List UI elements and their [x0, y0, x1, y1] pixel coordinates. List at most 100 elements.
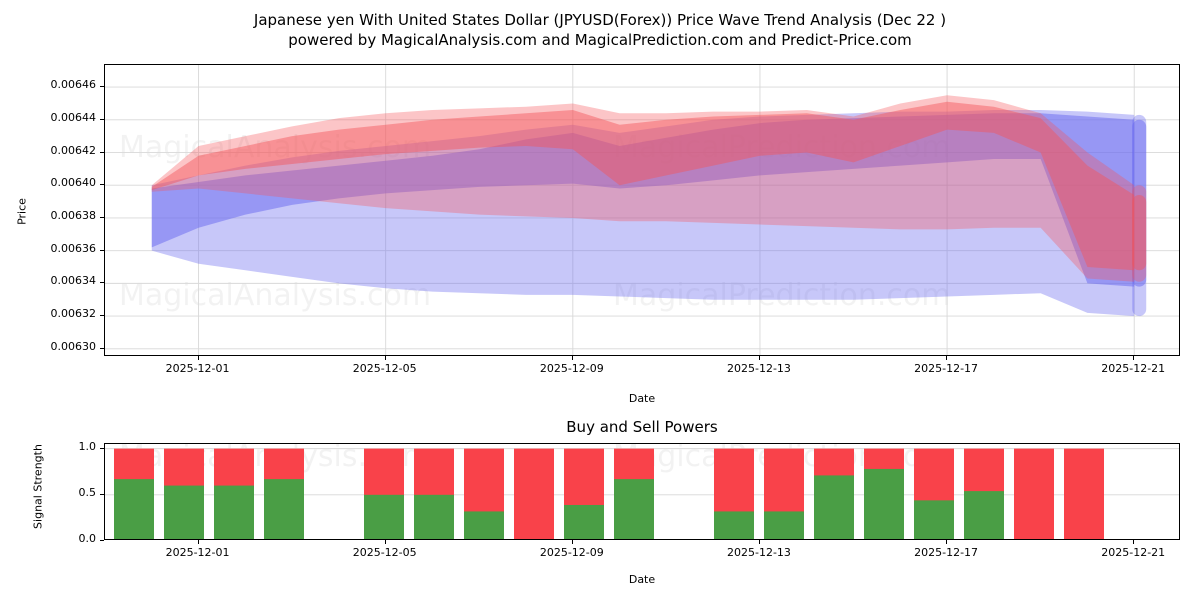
price-band-bearish-outer [151, 95, 1147, 282]
price-y-tick-mark [100, 249, 104, 251]
powers-y-tick-label: 0.5 [78, 485, 97, 499]
price-band-bullish-inner [151, 113, 1147, 287]
powers-y-tick-mark [100, 540, 104, 541]
power-bar[interactable] [614, 448, 654, 540]
power-bar[interactable] [414, 448, 454, 540]
price-x-tick-mark [1133, 356, 1135, 360]
powers-y-tick-mark [100, 447, 104, 449]
power-bar[interactable] [1014, 448, 1054, 540]
price-band-bearish-inner [151, 101, 1147, 271]
price-axis-y-label: Price [15, 198, 29, 225]
power-bar[interactable] [1064, 448, 1104, 540]
powers-x-tick-mark [946, 540, 948, 544]
power-bar[interactable] [264, 448, 304, 540]
price-y-tick-label: 0.00640 [50, 176, 97, 190]
power-bar[interactable] [764, 448, 804, 540]
powers-axis-x-label: Date [628, 573, 656, 586]
price-x-tick-mark [197, 356, 199, 360]
price-x-tick-label: 2025-12-21 [1101, 362, 1166, 375]
price-x-tick-mark [946, 356, 948, 360]
power-bar[interactable] [164, 448, 204, 540]
power-bar[interactable] [514, 448, 554, 540]
powers-axis-y-label: Signal Strength [31, 444, 45, 529]
powers-x-tick-label: 2025-12-09 [539, 546, 604, 559]
sell-power-segment[interactable] [1064, 448, 1104, 540]
price-y-tick-label: 0.00630 [50, 339, 97, 353]
buy-power-segment[interactable] [914, 500, 954, 540]
buy-power-segment[interactable] [364, 494, 404, 540]
powers-x-tick-mark [384, 540, 386, 544]
price-y-tick-label: 0.00634 [50, 274, 97, 288]
price-y-tick-mark [100, 118, 104, 120]
sell-power-segment[interactable] [514, 448, 554, 540]
powers-x-tick-label: 2025-12-21 [1101, 546, 1166, 559]
power-bar[interactable] [564, 448, 604, 540]
price-y-tick-mark [100, 282, 104, 284]
price-chart-plot-area: MagicalAnalysis.com MagicalAnalysis.com Ma… [104, 64, 1180, 356]
powers-x-tick-mark [197, 540, 199, 544]
buy-power-segment[interactable] [264, 479, 304, 540]
powers-x-tick-label: 2025-12-01 [165, 546, 230, 559]
power-bar[interactable] [714, 448, 754, 540]
price-y-tick-mark [100, 151, 104, 153]
price-x-tick-mark [758, 356, 760, 360]
buy-power-segment[interactable] [814, 475, 854, 540]
figure-title-line-1: Japanese yen With United States Dollar (… [253, 11, 947, 29]
buy-sell-powers-title: Buy and Sell Powers [566, 418, 718, 436]
price-x-tick-label: 2025-12-01 [165, 362, 230, 375]
price-x-tick-label: 2025-12-17 [914, 362, 979, 375]
powers-x-tick-label: 2025-12-13 [726, 546, 791, 559]
sell-power-segment[interactable] [1014, 448, 1054, 540]
power-bar[interactable] [914, 448, 954, 540]
price-y-tick-mark [100, 216, 104, 218]
watermark-text: MagicalAnalysis.com [119, 130, 431, 165]
powers-x-tick-mark [1133, 540, 1135, 544]
price-x-tick-mark [384, 356, 386, 360]
power-bar[interactable] [814, 448, 854, 540]
powers-x-tick-mark [758, 540, 760, 544]
powers-x-tick-mark [571, 540, 573, 544]
powers-x-tick-label: 2025-12-17 [914, 546, 979, 559]
powers-y-tick-label: 0.0 [78, 532, 97, 545]
power-bar[interactable] [864, 448, 904, 540]
buy-power-segment[interactable] [764, 511, 804, 540]
buy-power-segment[interactable] [564, 504, 604, 540]
power-bar[interactable] [114, 448, 154, 540]
price-y-tick-mark [100, 347, 104, 349]
buy-power-segment[interactable] [714, 511, 754, 540]
buy-power-segment[interactable] [214, 485, 254, 540]
price-y-tick-label: 0.00644 [50, 110, 97, 124]
buy-power-segment[interactable] [964, 491, 1004, 540]
price-y-tick-label: 0.00646 [50, 78, 97, 92]
power-bar[interactable] [964, 448, 1004, 540]
buy-power-segment[interactable] [614, 479, 654, 540]
buy-power-segment[interactable] [114, 479, 154, 540]
buy-power-segment[interactable] [414, 494, 454, 540]
price-y-tick-label: 0.00642 [50, 143, 97, 157]
power-bar[interactable] [464, 448, 504, 540]
powers-y-tick-label: 1.0 [78, 439, 97, 453]
powers-y-tick-mark [100, 493, 104, 495]
price-y-tick-label: 0.00636 [50, 241, 97, 255]
power-bar[interactable] [364, 448, 404, 540]
price-y-tick-mark [100, 315, 104, 317]
powers-x-tick-label: 2025-12-05 [352, 546, 417, 559]
price-x-tick-mark [571, 356, 573, 360]
price-x-tick-label: 2025-12-13 [726, 362, 791, 375]
price-y-tick-label: 0.00638 [50, 208, 97, 222]
power-bar[interactable] [214, 448, 254, 540]
figure-title-line-2: powered by MagicalAnalysis.com and Magic… [288, 31, 912, 49]
buy-power-segment[interactable] [864, 468, 904, 540]
price-x-tick-label: 2025-12-05 [352, 362, 417, 375]
buy-power-segment[interactable] [464, 511, 504, 540]
price-axis-x-label: Date [628, 392, 656, 405]
price-x-tick-label: 2025-12-09 [539, 362, 604, 375]
price-y-tick-label: 0.00632 [50, 307, 97, 321]
price-y-tick-mark [100, 184, 104, 186]
price-y-tick-mark [100, 86, 104, 88]
buy-power-segment[interactable] [164, 485, 204, 540]
